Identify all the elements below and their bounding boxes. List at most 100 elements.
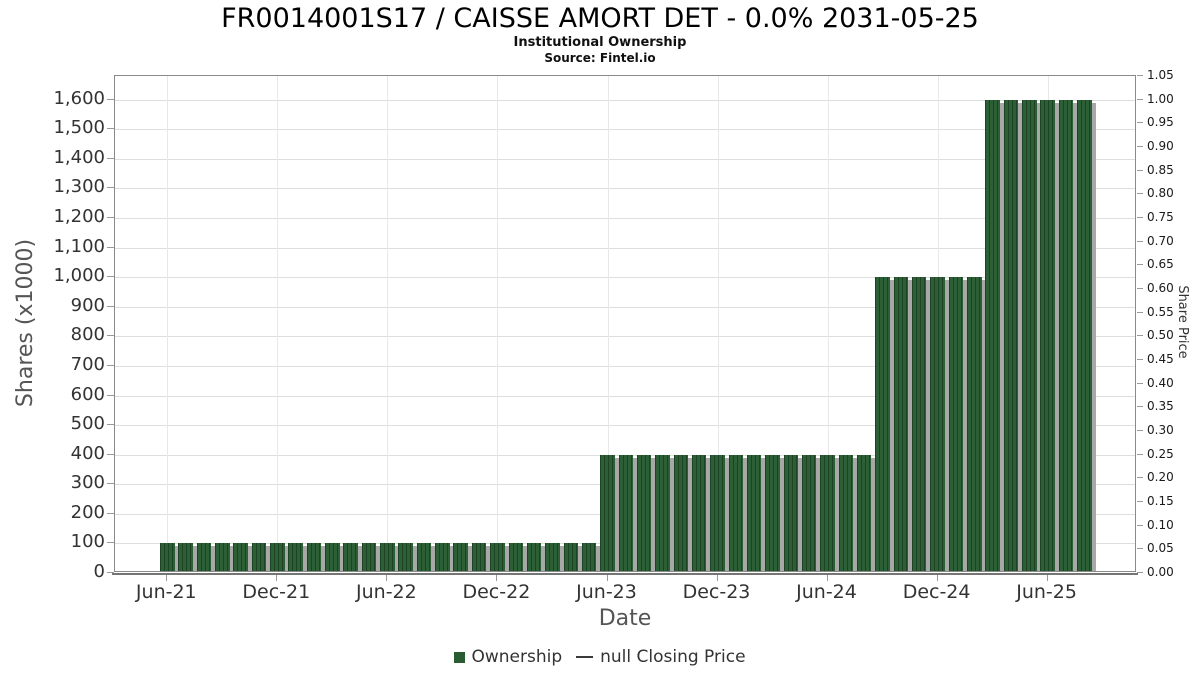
right-axis-tick-label: 0.80 [1147,186,1174,201]
right-axis-tick-label: 0.05 [1147,541,1174,556]
ownership-bar[interactable] [251,543,267,571]
x-axis-title: Date [598,606,652,631]
left-axis-tick [107,305,114,307]
ownership-bar[interactable] [1077,99,1092,571]
ownership-bar[interactable] [875,277,890,571]
right-axis-tick-label: 0.25 [1147,446,1174,461]
right-axis-tick-label: 0.60 [1147,281,1174,295]
ownership-bar[interactable] [526,543,542,571]
gridline-horizontal [115,188,1135,190]
ownership-bar[interactable] [691,454,707,571]
right-axis-tick [1137,288,1143,289]
left-axis-tick [107,483,114,485]
ownership-bar[interactable] [948,277,964,571]
right-axis-tick-label: 0.50 [1147,328,1174,343]
ownership-bar[interactable] [490,543,505,571]
ownership-bar[interactable] [306,543,322,571]
ownership-square-marker-icon [454,651,466,663]
gridline-horizontal [115,99,1135,101]
left-axis-tick [107,453,114,455]
ownership-bar[interactable] [673,454,689,571]
right-axis-tick [1137,146,1143,147]
left-axis-tick-label: 100 [70,531,105,553]
ownership-bar[interactable] [856,454,872,571]
gridline-vertical [167,76,169,571]
ownership-bar[interactable] [911,277,927,571]
ownership-bar[interactable] [178,543,193,571]
ownership-bar[interactable] [600,454,615,571]
ownership-bar[interactable] [838,454,854,571]
left-axis-tick-label: 1,500 [53,117,105,139]
ownership-bar[interactable] [270,543,285,571]
ownership-bar[interactable] [215,543,230,571]
gridline-horizontal [115,425,1135,427]
gridline-horizontal [115,129,1135,131]
ownership-bar[interactable] [160,543,175,571]
right-axis-tick-label: 0.20 [1147,470,1174,485]
ownership-bar[interactable] [545,543,560,571]
right-axis-tick [1137,264,1143,266]
right-axis-tick-label: 0.95 [1147,115,1174,130]
left-axis-tick-label: 400 [70,442,105,464]
legend-item-closing-price[interactable]: null Closing Price [562,647,746,667]
ownership-bar[interactable] [416,543,432,571]
left-axis-tick-label: 500 [70,413,105,435]
ownership-bar[interactable] [361,543,377,571]
ownership-bar[interactable] [1058,99,1074,571]
ownership-bar[interactable] [985,99,1000,571]
ownership-bar[interactable] [453,543,468,571]
left-axis-tick-label: 300 [70,472,105,494]
left-axis-tick-label: 1,400 [53,146,105,168]
ownership-bar[interactable] [471,543,487,571]
ownership-bar[interactable] [508,543,524,571]
left-axis-tick-label: 900 [70,294,105,316]
ownership-bar[interactable] [746,454,762,571]
right-axis-tick [1137,382,1143,384]
left-axis-tick-label: 200 [70,501,105,523]
ownership-bar[interactable] [325,543,340,571]
ownership-bar[interactable] [801,454,817,571]
gridline-vertical [277,76,279,571]
left-axis-tick [107,424,114,426]
ownership-bar[interactable] [1003,99,1019,571]
ownership-bar[interactable] [1022,99,1037,571]
x-axis-tick [1046,575,1048,581]
ownership-bar[interactable] [233,543,248,571]
gridline-horizontal [115,365,1135,367]
right-axis-title: Share Price [1175,285,1190,359]
ownership-bar[interactable] [563,543,579,571]
ownership-bar[interactable] [343,543,358,571]
ownership-bar[interactable] [893,277,909,571]
ownership-bar[interactable] [398,543,413,571]
x-axis-line [112,573,1138,575]
left-axis-tick-label: 1,000 [53,265,105,287]
x-axis-tick-label: Jun-22 [356,581,417,603]
ownership-bar[interactable] [930,277,945,571]
ownership-bar[interactable] [435,543,450,571]
legend-label-ownership: Ownership [471,647,563,667]
ownership-bar[interactable] [655,454,670,571]
ownership-bar[interactable] [581,543,597,571]
ownership-bar[interactable] [783,454,799,571]
legend-label-closing-price: null Closing Price [600,647,746,667]
legend-item-ownership[interactable]: Ownership [454,647,562,667]
left-axis-tick-label: 1,300 [53,176,105,198]
ownership-bar[interactable] [820,454,835,571]
ownership-bar[interactable] [288,543,303,571]
right-axis-tick [1137,501,1143,502]
ownership-bar[interactable] [618,454,634,571]
ownership-bar[interactable] [380,543,395,571]
ownership-bar[interactable] [1040,99,1055,571]
ownership-bar[interactable] [710,454,725,571]
right-axis-tick-label: 1.05 [1147,68,1174,82]
left-axis-tick [107,364,114,366]
left-axis-tick [107,187,114,189]
right-axis-tick-label: 0.75 [1147,210,1174,224]
ownership-bar[interactable] [967,277,982,571]
ownership-bar[interactable] [728,454,744,571]
ownership-bar[interactable] [636,454,652,571]
ownership-bar[interactable] [765,454,780,571]
ownership-bar[interactable] [196,543,212,571]
right-axis-tick-label: 0.90 [1147,139,1174,153]
right-axis-tick-label: 0.35 [1147,399,1174,414]
